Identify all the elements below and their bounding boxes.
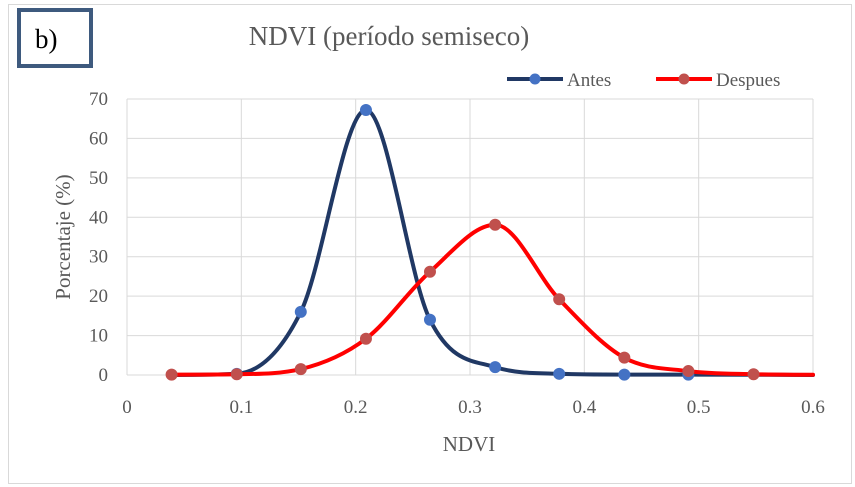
data-point bbox=[618, 351, 631, 364]
x-tick-labels: 0 0.1 0.2 0.3 0.4 0.5 0.6 bbox=[122, 397, 825, 418]
panel-label: b) bbox=[35, 24, 58, 54]
data-point bbox=[423, 313, 436, 326]
y-tick-label: 0 bbox=[99, 365, 109, 386]
x-tick-label: 0 bbox=[122, 397, 132, 418]
x-tick-label: 0.1 bbox=[229, 397, 253, 418]
y-tick-label: 20 bbox=[89, 286, 108, 307]
chart-title: NDVI (período semiseco) bbox=[249, 21, 529, 51]
data-point bbox=[359, 104, 372, 117]
legend-item-antes: Antes bbox=[507, 70, 611, 91]
y-tick-label: 40 bbox=[89, 207, 108, 228]
legend-item-despues: Despues bbox=[656, 70, 780, 91]
y-tick-label: 70 bbox=[89, 89, 108, 110]
legend-marker bbox=[529, 73, 541, 85]
legend-label: Despues bbox=[716, 70, 780, 91]
data-point bbox=[359, 332, 372, 345]
x-tick-label: 0.2 bbox=[344, 397, 368, 418]
x-tick-label: 0.5 bbox=[687, 397, 711, 418]
y-axis-title: Porcentaje (%) bbox=[51, 174, 75, 299]
data-point bbox=[682, 365, 695, 378]
y-tick-labels: 0 10 20 30 40 50 60 70 bbox=[89, 89, 108, 386]
data-point bbox=[294, 305, 307, 318]
y-tick-label: 30 bbox=[89, 247, 108, 268]
data-point bbox=[553, 367, 566, 380]
data-point bbox=[230, 368, 243, 381]
y-tick-label: 60 bbox=[89, 128, 108, 149]
legend-marker bbox=[678, 73, 690, 85]
data-point bbox=[747, 368, 760, 381]
data-point bbox=[423, 265, 436, 278]
series-antes bbox=[170, 104, 815, 381]
panel-label-box: b) bbox=[17, 8, 93, 68]
x-axis-title: NDVI bbox=[443, 432, 496, 456]
x-tick-label: 0.3 bbox=[458, 397, 482, 418]
series-despues bbox=[165, 218, 815, 381]
legend-label: Antes bbox=[567, 70, 611, 91]
x-tick-label: 0.6 bbox=[801, 397, 825, 418]
data-point bbox=[165, 368, 178, 381]
series-group bbox=[165, 104, 815, 381]
data-point bbox=[618, 368, 631, 381]
gridlines bbox=[126, 98, 814, 376]
y-tick-label: 10 bbox=[89, 326, 108, 347]
data-point bbox=[553, 293, 566, 306]
data-point bbox=[294, 363, 307, 376]
data-point bbox=[489, 361, 502, 374]
legend: Antes Despues bbox=[507, 70, 780, 91]
y-tick-label: 50 bbox=[89, 168, 108, 189]
x-tick-label: 0.4 bbox=[572, 397, 596, 418]
chart-frame bbox=[8, 4, 852, 484]
series-line bbox=[169, 222, 815, 377]
data-point bbox=[489, 218, 502, 231]
